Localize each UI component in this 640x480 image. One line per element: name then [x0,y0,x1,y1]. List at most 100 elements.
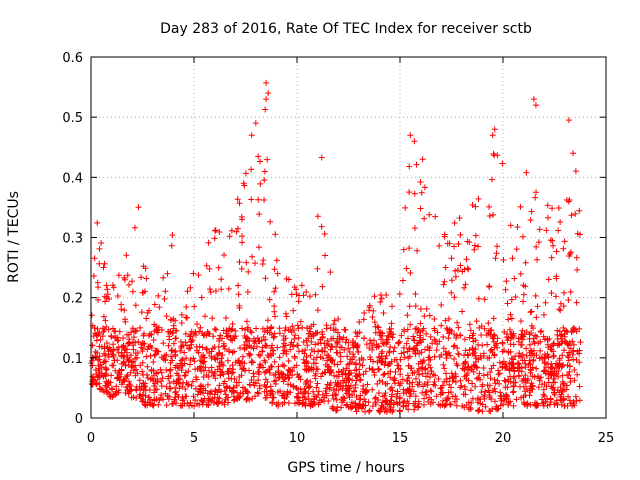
data-point [251,340,258,347]
data-point [281,347,288,354]
data-point [396,290,403,297]
data-point [487,347,494,354]
data-point [190,270,197,277]
data-point [536,375,543,382]
data-point [225,375,232,382]
data-point [114,292,121,299]
data-point [235,282,242,289]
data-point [424,379,431,386]
data-point [285,357,292,364]
data-point [307,383,314,390]
data-point [422,389,429,396]
data-point [482,388,489,395]
data-point [514,224,521,231]
data-point [572,393,579,400]
data-point [231,348,238,355]
data-point [240,180,247,187]
data-point [393,356,400,363]
data-point [137,385,144,392]
data-point [371,293,378,300]
data-point [96,386,103,393]
data-point [348,405,355,412]
data-point [343,402,350,409]
data-point [490,338,497,345]
data-point [96,356,103,363]
data-point [466,321,473,328]
data-point [443,325,450,332]
data-point [371,395,378,402]
data-point [108,372,115,379]
data-point [540,386,547,393]
data-point [419,156,426,163]
data-point [475,395,482,402]
data-point [330,327,337,334]
data-point [283,313,290,320]
data-point [376,377,383,384]
data-point [195,349,202,356]
data-point [233,228,240,235]
data-point [100,264,107,271]
data-point [241,346,248,353]
data-point [457,262,464,269]
data-point [110,362,117,369]
data-point [510,341,517,348]
data-point [421,313,428,320]
data-point [132,302,139,309]
data-point [272,371,279,378]
data-point [317,373,324,380]
data-point [248,376,255,383]
data-point [277,388,284,395]
data-point [523,352,530,359]
data-point [380,371,387,378]
data-point [205,402,212,409]
data-point [113,390,120,397]
data-point [129,325,136,332]
data-point [187,361,194,368]
data-point [356,366,363,373]
data-point [388,331,395,338]
data-point [535,340,542,347]
data-point [533,333,540,340]
data-point [102,298,109,305]
data-point [433,347,440,354]
data-point [366,344,373,351]
data-point [121,377,128,384]
data-point [197,388,204,395]
data-point [183,303,190,310]
data-point [208,398,215,405]
data-point [543,395,550,402]
data-point [491,352,498,359]
data-point [237,345,244,352]
data-point [447,401,454,408]
data-point [108,333,115,340]
data-point [267,218,274,225]
data-point [329,392,336,399]
data-point [565,372,572,379]
data-point [308,338,315,345]
data-point [186,333,193,340]
data-point [576,383,583,390]
data-point [210,372,217,379]
data-point [502,286,509,293]
data-point [146,386,153,393]
data-point [420,401,427,408]
data-point [404,398,411,405]
data-point [376,354,383,361]
data-point [425,357,432,364]
data-point [98,239,105,246]
data-point [268,344,275,351]
data-point [130,394,137,401]
data-point [152,351,159,358]
data-point [382,381,389,388]
data-point [132,362,139,369]
data-point [318,223,325,230]
data-point [496,380,503,387]
data-point [154,379,161,386]
data-point [480,350,487,357]
data-point [510,383,517,390]
data-point [155,292,162,299]
data-point [561,347,568,354]
data-point [333,373,340,380]
data-point [244,335,251,342]
data-point [427,364,434,371]
